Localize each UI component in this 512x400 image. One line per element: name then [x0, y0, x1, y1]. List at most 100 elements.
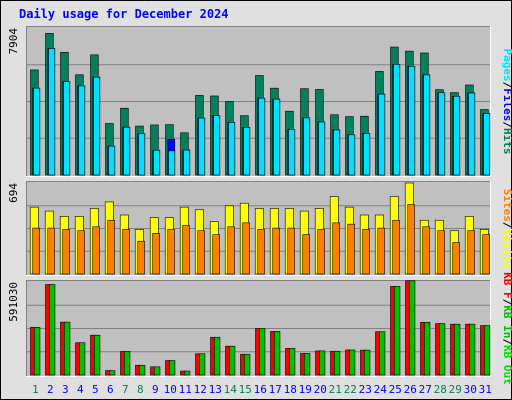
legend-entry: KB In — [501, 305, 512, 338]
sites-bar — [92, 226, 100, 275]
pages-bar — [198, 117, 206, 176]
kbin-bar — [198, 353, 206, 376]
xtick-label: 27 — [419, 383, 432, 396]
pages-bar — [453, 96, 461, 176]
xtick-label: 4 — [77, 383, 84, 396]
sites-bar — [302, 234, 310, 275]
pages-bar — [123, 126, 131, 176]
ytick-label-panel-1: 7904 — [7, 28, 20, 55]
legend-entry: Files — [501, 88, 512, 121]
xtick-label: 24 — [374, 383, 388, 396]
chart-title: Daily usage for December 2024 — [19, 7, 229, 21]
xtick-label: 23 — [359, 383, 372, 396]
legend-entry: KB F — [501, 272, 512, 299]
sites-bar — [32, 227, 40, 275]
pages-bar — [243, 127, 251, 176]
pages-bar — [438, 92, 446, 176]
xtick-label: 6 — [107, 383, 114, 396]
xtick-label: 28 — [434, 383, 447, 396]
kbin-bar — [153, 366, 161, 376]
sites-bar — [392, 219, 400, 275]
kbin-bar — [273, 331, 281, 376]
xtick-label: 25 — [389, 383, 402, 396]
pages-bar — [483, 113, 491, 176]
sites-bar — [122, 229, 130, 275]
kbin-bar — [483, 325, 491, 376]
pages-bar — [423, 74, 431, 176]
pages-bar — [408, 66, 416, 176]
pages-bar — [108, 145, 116, 176]
xtick-label: 2 — [47, 383, 54, 396]
kbin-bar — [48, 284, 56, 376]
xtick-label: 12 — [194, 383, 207, 396]
sites-bar — [137, 240, 145, 275]
xtick-label: 9 — [152, 383, 159, 396]
xtick-label: 17 — [269, 383, 282, 396]
legend-entry: Sites — [501, 189, 512, 222]
xtick-label: 11 — [179, 383, 192, 396]
pages-bar — [348, 134, 356, 176]
pages-bar — [318, 121, 326, 176]
sites-bar — [257, 229, 265, 275]
pages-bar — [183, 149, 191, 176]
kbin-bar — [213, 336, 221, 376]
sites-bar — [152, 233, 160, 275]
kbin-bar — [408, 280, 416, 376]
kbin-bar — [63, 321, 71, 376]
sites-bar — [197, 230, 205, 275]
kbin-bar — [243, 353, 251, 376]
pages-bar — [153, 149, 161, 176]
pages-bar — [273, 98, 281, 176]
sites-bar — [467, 230, 475, 275]
xtick-label: 1 — [32, 383, 39, 396]
legend-entry: Pages — [501, 49, 512, 82]
pages-bar — [258, 97, 266, 176]
legend-panel-1: Pages/Files/Hits — [501, 49, 512, 155]
kbin-bar — [318, 350, 326, 376]
kbin-bar — [33, 327, 41, 376]
legend-separator: / — [501, 222, 512, 229]
pages-bar — [33, 87, 41, 176]
kbin-bar — [168, 360, 176, 376]
kbin-bar — [423, 321, 431, 376]
sites-bar — [407, 204, 415, 275]
legend-entry: Visits — [501, 229, 512, 269]
sites-bar — [227, 226, 235, 275]
xtick-label: 29 — [449, 383, 462, 396]
sites-bar — [47, 227, 55, 275]
sites-bar — [362, 229, 370, 275]
sites-bar — [347, 223, 355, 275]
legend-panel-2: Sites/Visits — [501, 189, 512, 269]
xtick-label: 19 — [299, 383, 312, 396]
legend-separator: / — [501, 121, 512, 128]
xtick-label: 26 — [404, 383, 417, 396]
sites-bar — [242, 222, 250, 275]
pages-bar — [393, 64, 401, 176]
sites-bar — [422, 226, 430, 275]
pages-bar — [138, 133, 146, 176]
xtick-label: 10 — [164, 383, 177, 396]
sites-bar — [62, 229, 70, 275]
kbin-bar — [288, 348, 296, 376]
pages-bar — [363, 133, 371, 176]
xtick-label: 3 — [62, 383, 69, 396]
kbin-bar — [438, 323, 446, 376]
legend-separator: / — [501, 299, 512, 306]
sites-bar — [317, 229, 325, 275]
kbin-bar — [393, 286, 401, 376]
sites-bar — [452, 242, 460, 275]
sites-bar — [287, 227, 295, 275]
pages-bar — [213, 115, 221, 176]
xtick-label: 15 — [239, 383, 252, 396]
kbin-bar — [348, 349, 356, 376]
kbin-bar — [258, 328, 266, 376]
pages-bar — [78, 85, 86, 176]
xtick-label: 8 — [137, 383, 144, 396]
kbin-bar — [378, 331, 386, 376]
xtick-label: 5 — [92, 383, 99, 396]
ytick-label-panel-3: 591030 — [7, 282, 20, 322]
pages-bar — [468, 92, 476, 176]
xtick-label: 14 — [224, 383, 238, 396]
xtick-label: 18 — [284, 383, 297, 396]
kbin-bar — [333, 350, 341, 376]
